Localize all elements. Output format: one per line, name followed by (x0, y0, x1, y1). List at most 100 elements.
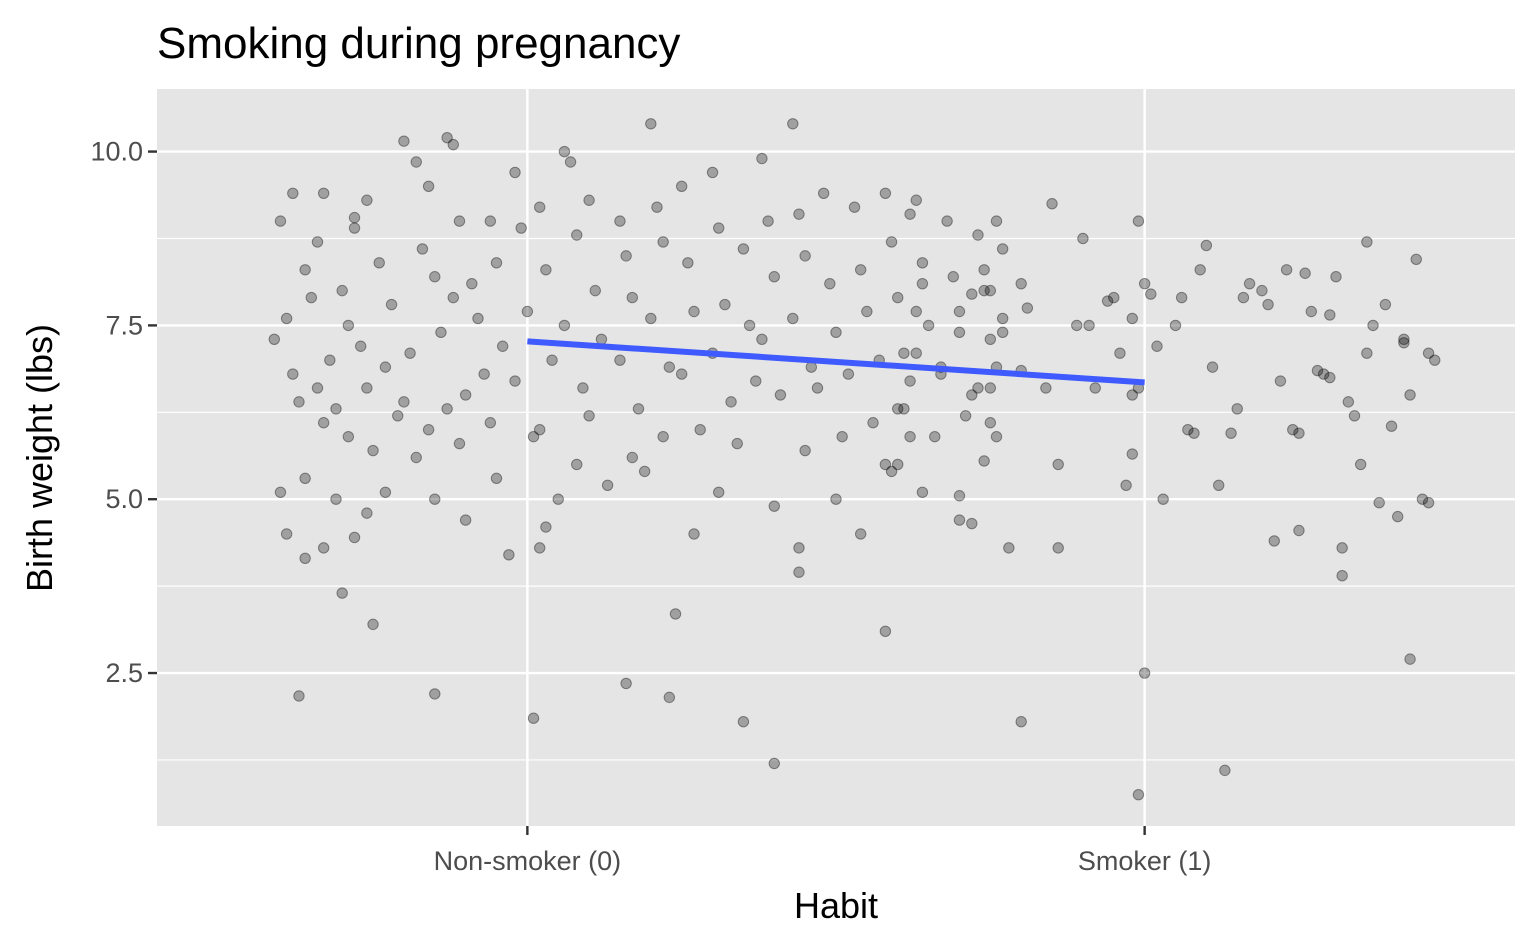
data-point (916, 257, 929, 269)
x-axis: Non-smoker (0) Smoker (1) (434, 826, 1211, 876)
data-point (657, 430, 669, 443)
data-point (422, 180, 435, 193)
data-point (638, 465, 651, 478)
data-point (1422, 496, 1435, 509)
data-point (1416, 493, 1429, 505)
data-point (1348, 410, 1361, 422)
data-point (1052, 542, 1064, 554)
data-point (1101, 295, 1114, 307)
data-point (1145, 288, 1157, 300)
data-point (1385, 420, 1398, 432)
data-point (410, 156, 422, 168)
data-point (910, 194, 922, 206)
data-point (348, 531, 361, 544)
data-point (1293, 427, 1305, 439)
data-point (342, 430, 355, 443)
data-point (1410, 253, 1422, 266)
data-point (1237, 291, 1250, 304)
data-point (429, 271, 441, 283)
data-point (1336, 569, 1348, 582)
data-point (280, 312, 293, 325)
data-point (1213, 479, 1225, 492)
data-point (867, 417, 879, 429)
data-point (435, 326, 447, 339)
data-point (330, 403, 342, 415)
data-point (1361, 236, 1373, 248)
data-point (799, 444, 811, 457)
data-point (620, 250, 632, 262)
data-point (614, 354, 626, 366)
data-point (355, 340, 367, 352)
data-point (966, 517, 978, 530)
data-point (879, 187, 892, 199)
data-point (1342, 396, 1355, 408)
data-point (583, 410, 595, 422)
data-point (1132, 215, 1145, 227)
data-point (898, 347, 910, 359)
data-point (953, 305, 966, 318)
data-point (459, 389, 472, 401)
data-point (966, 288, 978, 300)
data-point (737, 243, 750, 255)
data-point (984, 382, 997, 394)
data-point (274, 215, 287, 227)
data-points (268, 118, 1441, 801)
data-point (972, 382, 984, 394)
data-point (651, 201, 663, 213)
data-point (1175, 291, 1188, 304)
data-point (1373, 496, 1385, 509)
y-axis: 2.5 5.0 7.5 10.0 (90, 137, 157, 688)
data-point (762, 215, 774, 227)
data-point (972, 229, 984, 241)
data-point (626, 291, 638, 304)
data-point (287, 368, 299, 380)
data-point (342, 319, 355, 332)
data-point (626, 451, 638, 464)
data-point (645, 118, 657, 130)
data-point (317, 417, 330, 429)
data-point (669, 608, 682, 620)
data-point (379, 361, 392, 373)
data-point (311, 382, 324, 394)
data-point (799, 250, 811, 262)
data-point (404, 347, 416, 359)
data-point (978, 264, 990, 276)
data-point (484, 215, 497, 227)
data-point (1071, 319, 1083, 332)
data-point (1336, 542, 1348, 554)
data-point (1219, 764, 1231, 777)
data-point (1151, 340, 1163, 352)
data-point (1429, 354, 1441, 366)
data-point (904, 375, 916, 387)
data-point (910, 347, 922, 359)
data-point (429, 493, 441, 505)
data-point (317, 187, 330, 199)
data-point (478, 368, 490, 380)
data-point (1422, 347, 1435, 359)
data-point (1077, 232, 1089, 245)
data-point (941, 215, 953, 227)
data-point (793, 566, 805, 578)
data-point (336, 587, 348, 599)
data-point (324, 354, 336, 366)
data-point (441, 403, 453, 415)
y-tick-label: 7.5 (105, 310, 143, 340)
data-point (1231, 403, 1243, 415)
data-point (830, 326, 842, 339)
data-point (601, 479, 614, 492)
data-point (1015, 277, 1027, 290)
minor-gridlines (157, 237, 1515, 761)
data-point (1188, 427, 1200, 439)
data-point (756, 333, 768, 346)
data-point (1287, 423, 1299, 436)
data-point (953, 490, 966, 502)
data-point (1126, 312, 1138, 325)
data-point (953, 514, 966, 526)
data-point (1040, 382, 1052, 394)
data-point (1138, 667, 1151, 679)
data-point (484, 417, 497, 429)
data-point (317, 542, 330, 554)
data-point (861, 305, 873, 318)
data-point (1256, 284, 1268, 297)
data-point (879, 458, 892, 471)
